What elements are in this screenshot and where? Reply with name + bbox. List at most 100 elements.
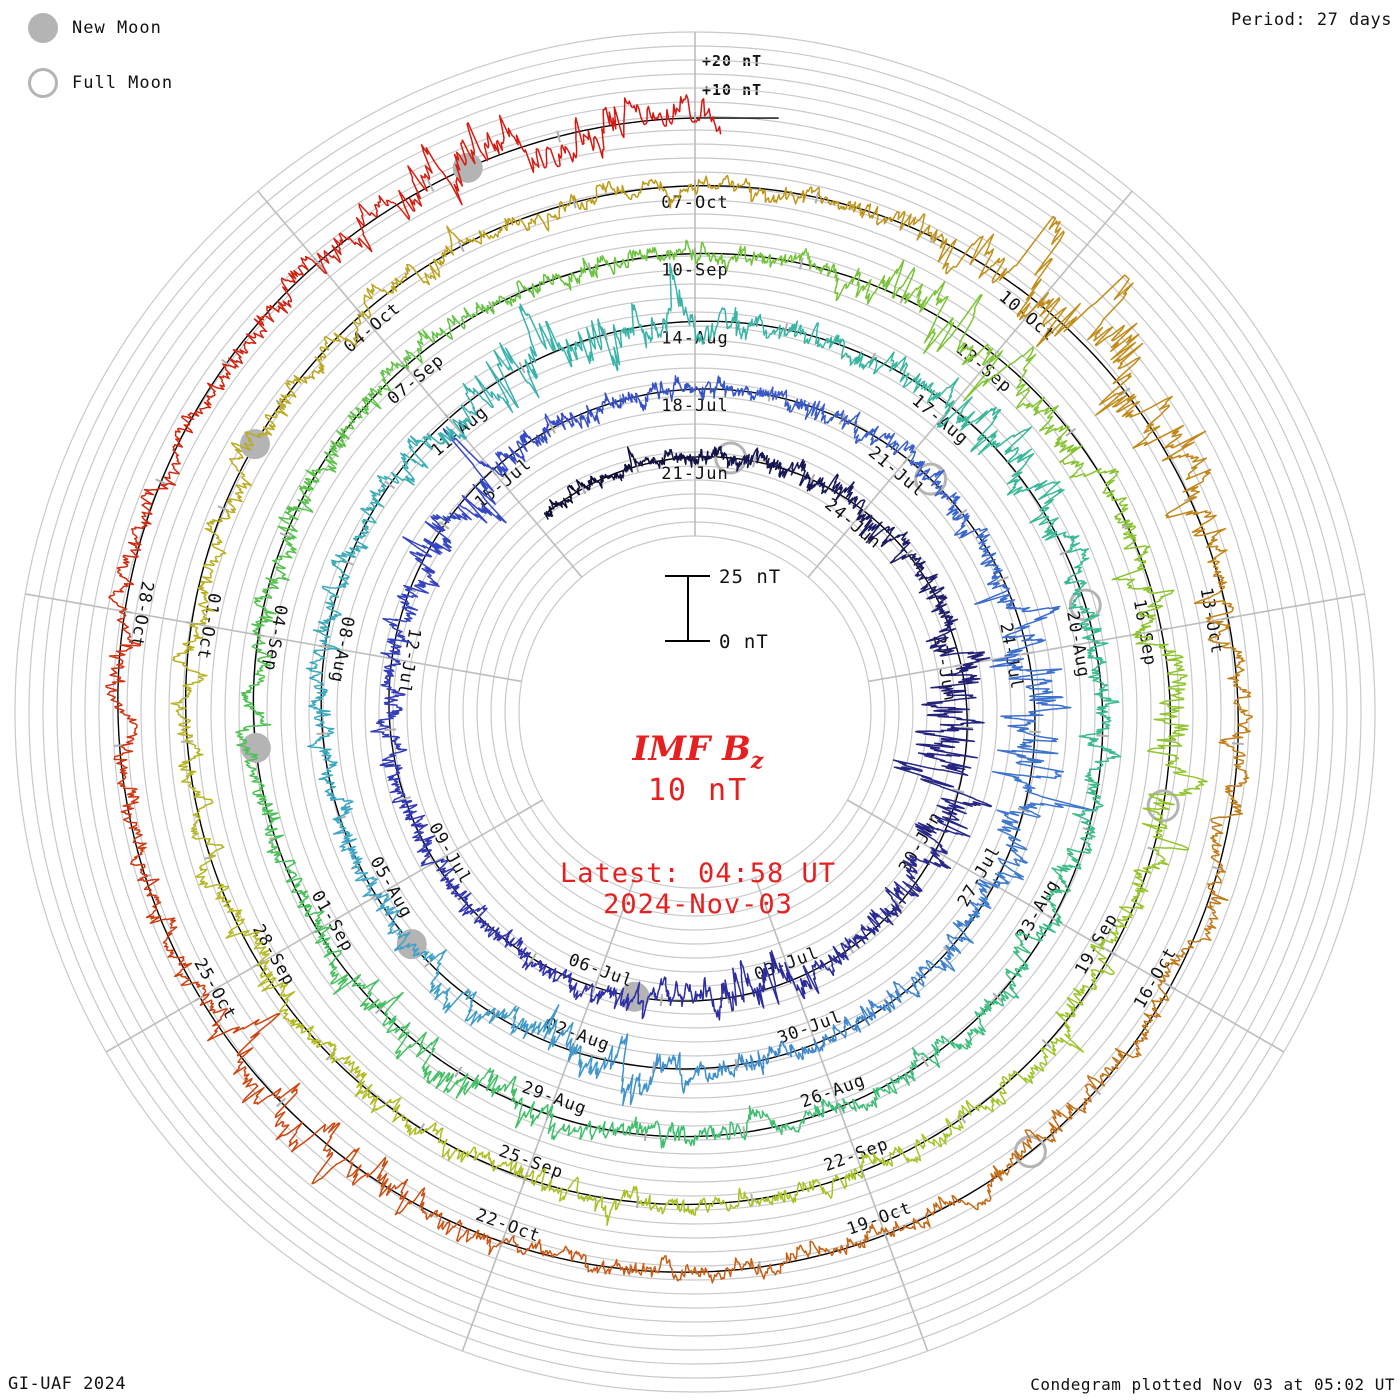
bz-trace-segment: [575, 983, 623, 1010]
bz-trace-segment: [421, 405, 472, 451]
bz-trace-segment: [321, 1147, 409, 1216]
bz-trace-segment: [439, 1138, 507, 1172]
bz-trace-segment: [420, 849, 455, 887]
grid-spoke: [105, 799, 543, 1053]
bz-trace-segment: [108, 583, 142, 666]
bz-trace-segment: [870, 883, 907, 926]
bz-trace-segment: [992, 215, 1067, 326]
grid-spoke: [257, 190, 583, 578]
day-tick: [591, 981, 598, 993]
plus10-axis-label: +10 nT: [702, 81, 763, 99]
bz-trace-segment: [872, 1047, 921, 1098]
day-tick: [1096, 734, 1109, 738]
grid-circle: [490, 507, 900, 917]
bz-trace-segment: [524, 1101, 588, 1141]
bz-trace-segment: [397, 1187, 480, 1243]
bz-trace-segment: [1090, 906, 1134, 975]
bz-trace-segment: [1072, 771, 1104, 832]
bz-trace-segment: [777, 458, 811, 489]
bz-trace-segment: [387, 770, 418, 814]
date-label: 04-Oct: [340, 298, 405, 357]
bz-trace-segment: [705, 1187, 777, 1213]
bz-trace-segment: [769, 950, 820, 1000]
bz-trace-segment: [375, 1097, 444, 1144]
bz-trace-segment: [1051, 830, 1096, 883]
bz-trace-segment: [585, 1116, 647, 1141]
day-tick: [893, 899, 904, 910]
scalebar-bottom-label: 0 nT: [719, 631, 769, 653]
bz-trace-segment: [806, 473, 855, 503]
date-label: 05-Aug: [365, 853, 416, 921]
plot-title-subscript: z: [750, 747, 764, 774]
bz-trace-segment: [323, 287, 375, 351]
date-label: 28-Oct: [126, 579, 157, 649]
bz-trace-segment: [608, 302, 661, 372]
bz-trace-segment: [180, 976, 260, 1042]
bz-trace-segment: [958, 1073, 1014, 1117]
bz-trace-segment: [178, 740, 214, 812]
bz-trace-segment: [1095, 356, 1173, 437]
bz-trace-segment: [542, 963, 579, 999]
bz-trace-segment: [712, 306, 768, 341]
bz-trace-segment: [844, 912, 881, 949]
bz-trace-segment: [651, 239, 717, 264]
bz-trace-segment: [669, 448, 708, 468]
day-tick: [438, 520, 450, 530]
bz-trace-segment: [529, 257, 593, 299]
bz-trace-segment: [1141, 787, 1201, 851]
day-tick: [1105, 948, 1118, 957]
bz-trace-segment: [1012, 1032, 1085, 1084]
bz-trace-segment: [330, 530, 369, 580]
bz-trace-segment: [274, 858, 312, 913]
bz-trace-segment: [105, 664, 138, 747]
bz-trace-segment: [884, 967, 927, 1010]
bz-trace-segment: [921, 674, 981, 716]
bz-trace-segment: [560, 1021, 604, 1080]
grid-circle: [504, 521, 886, 903]
bz-trace-segment: [177, 363, 231, 434]
grid-spoke: [754, 877, 929, 1352]
bz-trace-segment: [360, 475, 387, 534]
bz-trace-segment: [253, 555, 290, 617]
bz-trace-segment: [645, 175, 721, 209]
bz-trace-segment: [1119, 848, 1170, 910]
bz-trace-segment: [1076, 605, 1109, 661]
bz-trace-segment: [113, 744, 140, 825]
bz-trace-segment: [370, 729, 408, 772]
bz-trace-segment: [739, 952, 780, 1009]
bz-trace-segment: [637, 94, 722, 135]
bz-trace-segment: [203, 882, 261, 940]
grid-spoke: [868, 593, 1365, 683]
bz-trace-segment: [751, 1040, 804, 1076]
date-label: 10-Sep: [661, 261, 728, 281]
bz-trace-segment: [637, 1194, 708, 1216]
bz-trace-segment: [402, 515, 452, 562]
bz-trace-segment: [371, 258, 444, 295]
bz-trace-segment: [416, 307, 474, 352]
bz-trace-segment: [377, 435, 429, 486]
bz-trace-segment: [1193, 568, 1235, 644]
bz-trace-segment: [780, 247, 839, 295]
bz-trace-segment: [570, 1176, 639, 1226]
bz-trace-segment: [992, 1121, 1063, 1176]
bz-trace-segment: [651, 1051, 704, 1094]
bz-trace-segment: [590, 248, 653, 279]
bz-trace-segment: [1165, 496, 1228, 569]
bz-trace-segment: [257, 798, 285, 861]
bz-trace-segment: [924, 780, 993, 838]
date-label: 01-Sep: [307, 887, 358, 955]
bz-trace-segment: [333, 189, 415, 253]
bz-trace-segment: [1147, 717, 1208, 790]
day-tick: [217, 505, 230, 512]
bz-trace-segment: [1131, 586, 1175, 652]
bz-trace-segment: [543, 486, 574, 520]
bz-trace-segment: [196, 527, 227, 603]
bz-trace-segment: [817, 334, 873, 370]
bz-trace-segment: [956, 306, 1024, 402]
bz-trace: [105, 94, 1253, 1284]
bz-trace-segment: [308, 681, 335, 734]
bz-trace-segment: [473, 907, 515, 948]
bz-trace-segment: [1111, 523, 1152, 590]
bz-trace-segment: [707, 1257, 786, 1284]
bz-trace-segment: [404, 810, 436, 853]
